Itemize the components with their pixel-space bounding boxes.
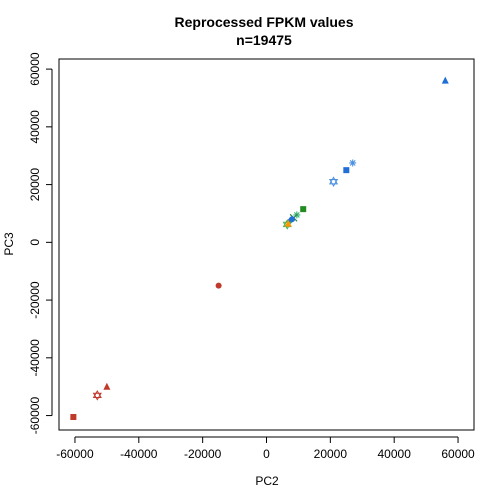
x-tick-label: 0: [263, 447, 270, 461]
y-tick-label: 20000: [28, 168, 42, 202]
y-tick-label: -60000: [28, 397, 42, 435]
x-tick-label: -60000: [56, 447, 94, 461]
data-point-triangle: [441, 76, 449, 84]
plot-area: [58, 58, 475, 431]
data-point-triangle: [284, 219, 292, 227]
x-axis: -60000 -40000 -20000 0 20000 40000 60000: [56, 436, 475, 461]
data-point-circle: [215, 282, 222, 289]
data-point-star-of-david: [328, 176, 339, 188]
y-tick-label: 0: [28, 239, 42, 246]
data-point-triangle: [103, 382, 111, 390]
chart-title: Reprocessed FPKM values: [175, 14, 354, 30]
x-tick-label: 40000: [378, 447, 412, 461]
y-tick-label: -40000: [28, 339, 42, 377]
x-axis-label: PC2: [255, 474, 279, 488]
y-tick-label: -20000: [28, 281, 42, 319]
y-axis-label: PC3: [2, 232, 16, 256]
x-tick-label: 60000: [441, 447, 475, 461]
x-tick-label: -40000: [120, 447, 158, 461]
x-tick-label: 20000: [314, 447, 348, 461]
y-tick-label: 60000: [28, 52, 42, 86]
data-point-square: [70, 414, 77, 421]
y-axis: -60000 -40000 -20000 0 20000 40000 60000: [28, 52, 53, 435]
x-tick-label: -20000: [184, 447, 222, 461]
data-point-asterisk: [349, 159, 357, 167]
data-point-star-of-david: [92, 390, 102, 401]
data-points: [70, 76, 449, 421]
data-point-square: [300, 206, 307, 213]
data-point-square: [343, 167, 350, 174]
chart-subtitle: n=19475: [236, 32, 292, 48]
y-tick-label: 40000: [28, 110, 42, 144]
